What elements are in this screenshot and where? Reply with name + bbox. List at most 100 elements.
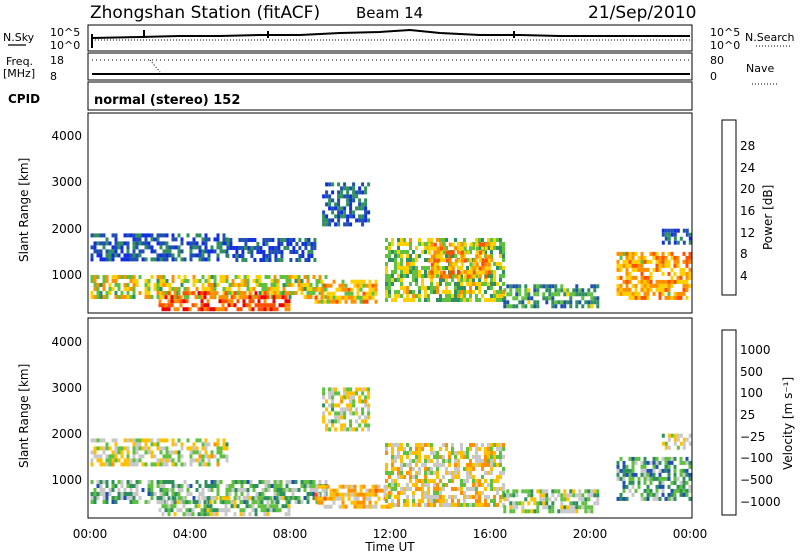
- range-gate-cell: [224, 500, 228, 505]
- range-gate-cell: [349, 210, 353, 215]
- range-gate-cell: [216, 241, 220, 246]
- range-gate-cell: [135, 253, 139, 258]
- range-gate-cell: [421, 447, 424, 451]
- range-gate-cell: [436, 495, 439, 499]
- range-gate-cell: [303, 480, 307, 484]
- range-gate-cell: [385, 463, 388, 467]
- range-gate-cell: [216, 462, 220, 467]
- range-gate-cell: [129, 253, 133, 258]
- range-gate-cell: [439, 298, 442, 302]
- range-gate-cell: [156, 496, 160, 500]
- range-gate-cell: [324, 275, 328, 279]
- range-gate-cell: [421, 286, 424, 290]
- range-gate-cell: [430, 443, 433, 447]
- range-gate-cell: [266, 504, 270, 509]
- range-gate-cell: [90, 257, 94, 262]
- range-gate-cell: [277, 246, 281, 250]
- range-gate-cell: [625, 291, 629, 296]
- range-gate-cell: [634, 460, 638, 465]
- range-gate-cell: [150, 245, 154, 250]
- range-gate-cell: [162, 257, 166, 262]
- range-gate-cell: [385, 447, 388, 451]
- range-gate-cell: [460, 479, 463, 483]
- range-gate-cell: [646, 460, 650, 465]
- range-gate-cell: [288, 279, 292, 283]
- range-gate-cell: [433, 246, 437, 251]
- range-gate-cell: [120, 450, 124, 455]
- range-gate-cell: [353, 496, 357, 501]
- range-gate-cell: [475, 266, 478, 270]
- range-gate-cell: [322, 214, 326, 219]
- range-gate-cell: [171, 279, 175, 283]
- range-gate-cell: [314, 492, 318, 497]
- range-gate-cell: [406, 270, 409, 274]
- range-gate-cell: [596, 501, 600, 506]
- range-gate-cell: [439, 487, 442, 491]
- range-gate-cell: [368, 295, 372, 300]
- range-gate-cell: [406, 262, 409, 266]
- range-gate-cell: [144, 291, 148, 295]
- range-gate-cell: [400, 459, 403, 463]
- range-gate-cell: [374, 492, 378, 497]
- range-gate-cell: [269, 504, 273, 509]
- range-gate-cell: [418, 487, 421, 491]
- range-gate-cell: [493, 294, 496, 298]
- range-gate-cell: [278, 496, 282, 501]
- range-gate-cell: [475, 238, 478, 242]
- range-gate-cell: [685, 275, 689, 280]
- range-gate-cell: [192, 496, 196, 500]
- range-gate-cell: [394, 250, 397, 254]
- range-gate-cell: [385, 451, 388, 455]
- range-gate-cell: [493, 246, 496, 250]
- range-gate-cell: [153, 249, 157, 254]
- velocity-colorbar: [721, 329, 737, 516]
- range-gate-cell: [156, 237, 160, 242]
- range-gate-cell: [424, 467, 427, 471]
- range-gate-cell: [230, 303, 234, 308]
- range-gate-cell: [326, 283, 330, 288]
- range-gate-cell: [150, 295, 154, 299]
- range-gate-cell: [306, 283, 310, 287]
- range-gate-cell: [590, 493, 594, 498]
- range-gate-cell: [123, 496, 127, 500]
- range-gate-cell: [204, 480, 208, 484]
- range-gate-cell: [120, 492, 124, 496]
- range-gate-cell: [515, 288, 519, 293]
- range-gate-cell: [682, 480, 686, 485]
- range-gate-cell: [168, 283, 172, 287]
- range-gate-cell: [317, 279, 321, 284]
- range-gate-cell: [472, 290, 475, 294]
- range-gate-cell: [191, 291, 195, 296]
- range-gate-cell: [102, 488, 106, 492]
- range-gate-cell: [129, 438, 133, 443]
- range-gate-cell: [251, 295, 255, 300]
- range-gate-cell: [185, 307, 189, 312]
- range-gate-cell: [267, 480, 271, 484]
- range-gate-cell: [269, 508, 273, 513]
- range-gate-cell: [246, 279, 250, 283]
- range-gate-cell: [347, 496, 351, 501]
- range-gate-cell: [111, 287, 115, 291]
- range-gate-cell: [344, 504, 348, 509]
- range-gate-cell: [279, 480, 283, 484]
- range-gate-cell: [499, 274, 502, 278]
- range-gate-cell: [185, 299, 189, 304]
- range-gate-cell: [328, 182, 332, 187]
- range-gate-cell: [171, 442, 175, 447]
- range-gate-cell: [343, 395, 347, 400]
- range-gate-cell: [93, 241, 97, 246]
- range-gate-cell: [646, 283, 650, 288]
- range-gate-cell: [102, 450, 106, 455]
- range-gate-cell: [102, 241, 106, 246]
- range-gate-cell: [264, 484, 268, 488]
- range-gate-cell: [165, 257, 169, 262]
- range-gate-cell: [622, 287, 626, 292]
- x-tick: 20:00: [573, 527, 608, 541]
- range-gate-cell: [105, 241, 109, 246]
- range-gate-cell: [484, 503, 487, 507]
- range-gate-cell: [460, 503, 463, 507]
- range-gate-cell: [667, 279, 671, 284]
- range-gate-cell: [625, 267, 629, 272]
- range-gate-cell: [631, 492, 635, 497]
- range-gate-cell: [637, 456, 641, 461]
